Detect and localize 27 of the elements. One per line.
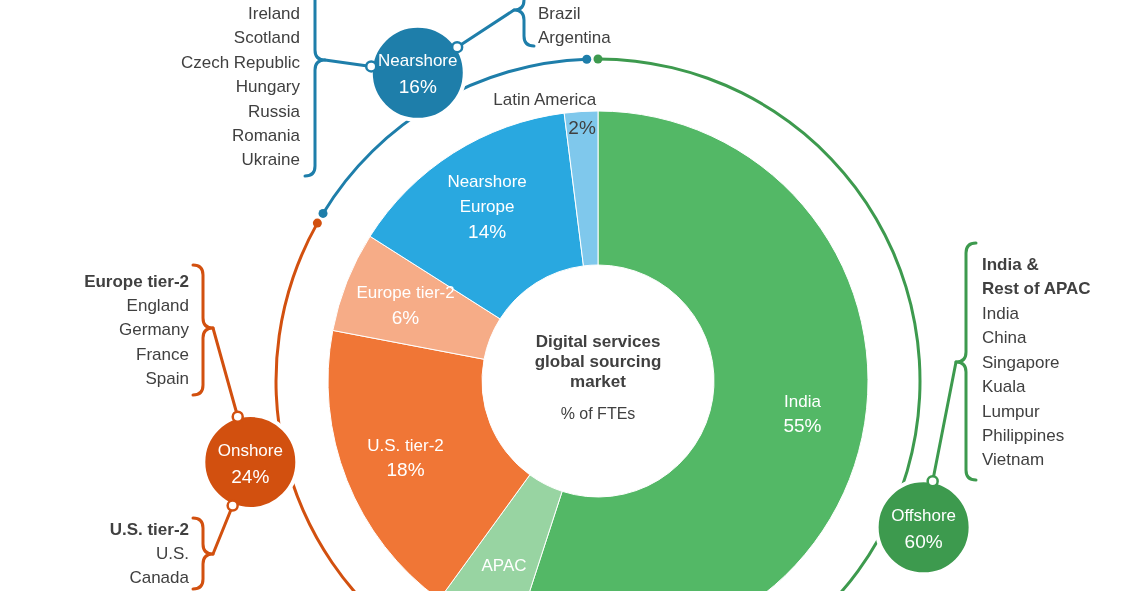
data-label: 55% bbox=[783, 415, 822, 437]
slice-label: Europe tier-2 bbox=[356, 282, 455, 302]
text: % of FTEs bbox=[560, 404, 636, 422]
text: Europe tier-2 bbox=[84, 271, 189, 291]
legend-label: Nearshore bbox=[378, 51, 458, 71]
data-label: 24% bbox=[231, 465, 270, 487]
data-label: 60% bbox=[904, 530, 943, 552]
text: India China Singapore Kuala Lumpur Philippines Vietnam bbox=[982, 303, 1065, 469]
slice-label: Nearshore Europe bbox=[447, 171, 527, 216]
text: Digital services global sourcing market bbox=[534, 331, 662, 391]
data-label: 18% bbox=[386, 459, 425, 481]
text: India & Rest of APAC bbox=[982, 254, 1091, 298]
data-label: 14% bbox=[468, 220, 507, 242]
slice-label: Latin America bbox=[493, 90, 597, 110]
text: Ireland Scotland Czech Republic Hungary Russia Romania Ukraine bbox=[180, 3, 301, 169]
data-label: 2% bbox=[568, 117, 596, 138]
text: U.S. tier-2 bbox=[109, 519, 189, 539]
slice-label: India bbox=[784, 391, 822, 411]
data-label: 6% bbox=[391, 306, 420, 328]
text: Brazil Argentina bbox=[538, 3, 612, 47]
legend-label: Offshore bbox=[891, 505, 957, 525]
text: England Germany France Spain bbox=[119, 295, 190, 388]
slice-label: APAC bbox=[481, 555, 527, 575]
data-label: 16% bbox=[398, 76, 437, 98]
text: U.S. Canada bbox=[129, 543, 190, 587]
slice-label: U.S. tier-2 bbox=[367, 435, 444, 455]
legend-label: Onshore bbox=[217, 440, 283, 460]
